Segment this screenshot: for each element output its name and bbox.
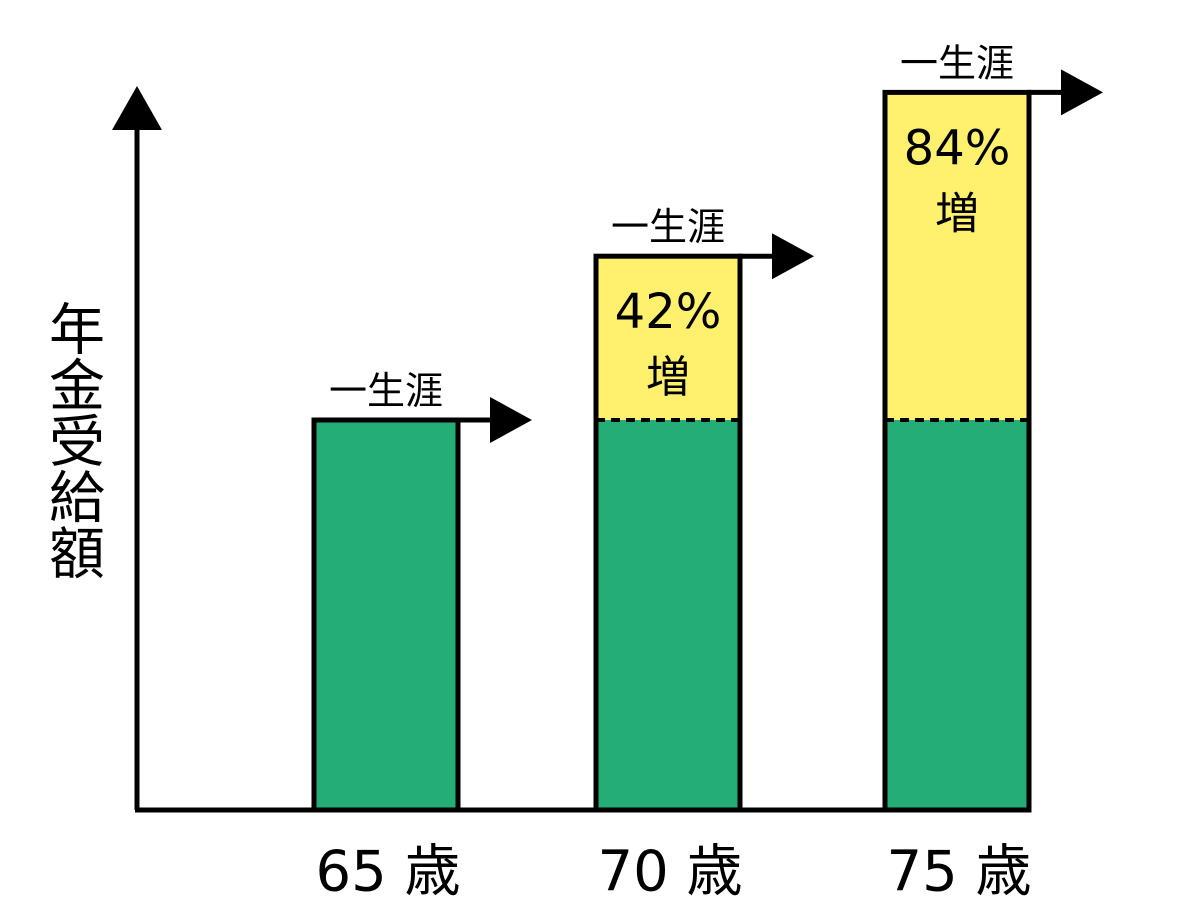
bar-increase-2: [596, 256, 740, 420]
category-label-2: 70 歳: [597, 840, 742, 905]
category-label-1: 65 歳: [315, 840, 460, 905]
y-axis-label: 年金受給額: [40, 300, 105, 580]
increase-percent-label-2: 42%: [615, 284, 722, 340]
lifetime-arrowhead-2: [772, 233, 814, 280]
bar-group-2: 一生涯 42% 増: [593, 205, 814, 813]
bar-outline-3: [882, 89, 1032, 813]
category-labels: 65 歳 70 歳 75 歳: [315, 840, 1031, 905]
bar-group-1: 一生涯: [311, 369, 532, 813]
lifetime-arrowhead-1: [490, 397, 532, 443]
increase-suffix-label-2: 増: [646, 352, 690, 403]
bar-base-1: [314, 420, 458, 810]
bar-outline-2: [593, 253, 743, 813]
bar-group-3: 一生涯 84% 増: [882, 41, 1103, 813]
axes: [112, 86, 992, 813]
lifetime-label-3: 一生涯: [900, 41, 1014, 85]
bar-base-2: [596, 420, 740, 810]
bar-increase-3: [885, 92, 1029, 421]
lifetime-label-1: 一生涯: [329, 369, 443, 413]
increase-suffix-label-3: 増: [935, 188, 979, 239]
bar-outline-1: [311, 417, 461, 813]
increase-percent-label-3: 84%: [904, 120, 1011, 176]
y-axis-arrowhead: [112, 86, 162, 130]
lifetime-arrowhead-3: [1061, 69, 1103, 116]
category-label-3: 75 歳: [886, 840, 1031, 905]
lifetime-label-2: 一生涯: [611, 205, 725, 249]
bar-base-3: [885, 420, 1029, 810]
